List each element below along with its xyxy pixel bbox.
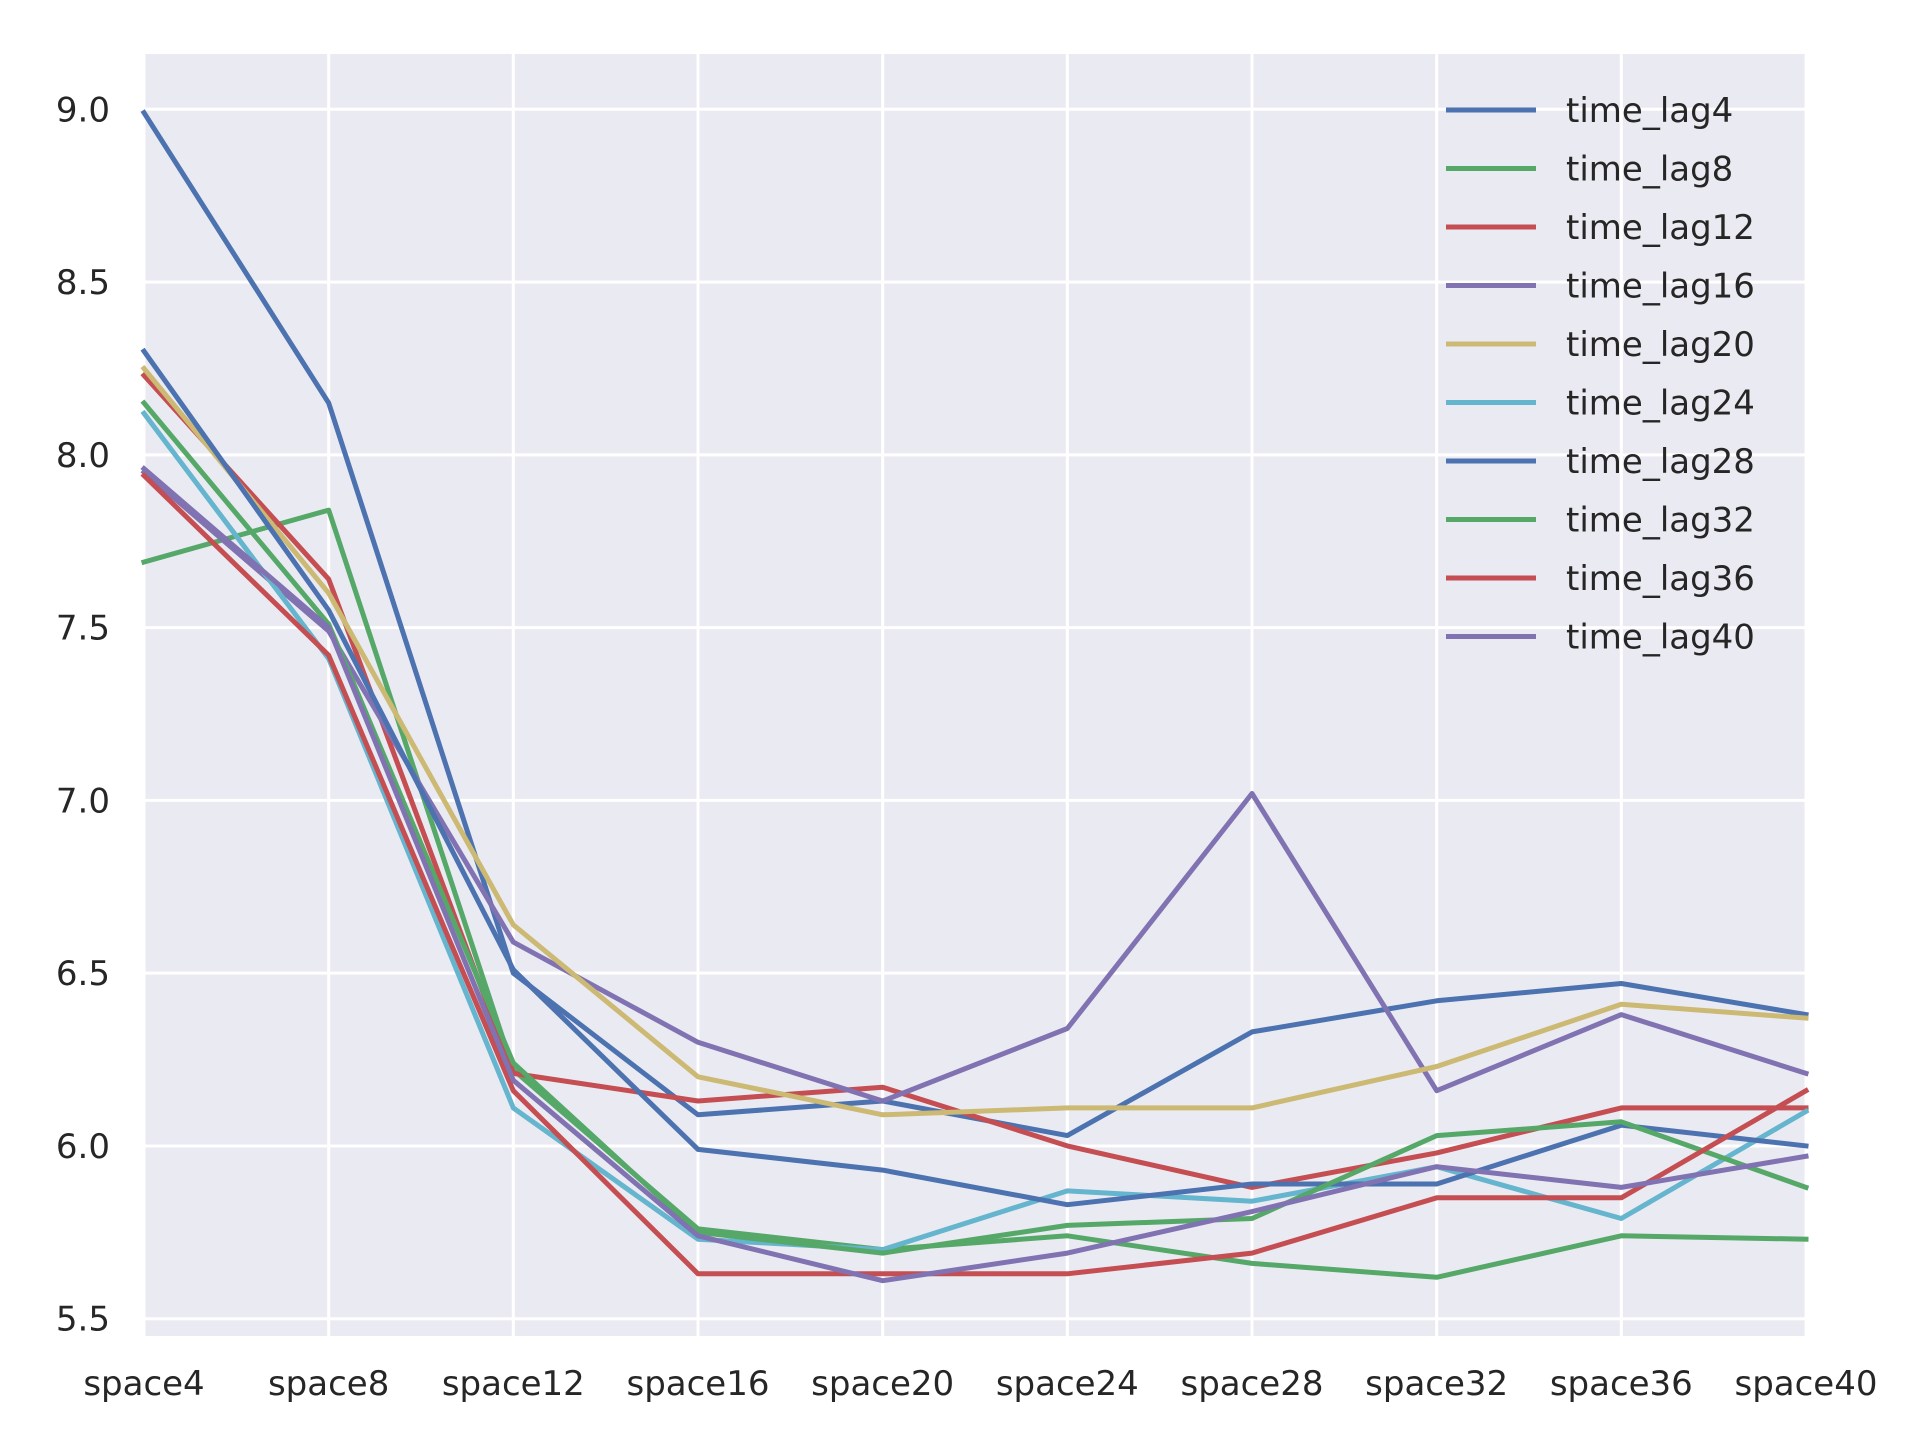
legend-label: time_lag24: [1566, 384, 1755, 424]
x-tick-label: space8: [268, 1364, 389, 1404]
series-line-time-lag40: [140, 465, 1809, 1284]
grid-lines: [142, 54, 1808, 1336]
y-axis-tick-labels: 5.5 6.0 6.5 7.0 7.5 8.0 8.5 9.0: [56, 90, 110, 1339]
x-tick-label: space16: [626, 1364, 769, 1404]
series-lines: [140, 109, 1810, 1284]
y-tick-label: 6.0: [56, 1127, 110, 1167]
y-tick-label: 8.5: [56, 263, 110, 303]
series-line-time-lag36: [140, 472, 1810, 1277]
x-tick-label: space24: [996, 1364, 1139, 1404]
legend-label: time_lag40: [1566, 618, 1755, 658]
legend-label: time_lag32: [1566, 501, 1755, 541]
x-tick-label: space36: [1550, 1364, 1693, 1404]
x-tick-label: space12: [442, 1364, 585, 1404]
x-tick-label: space40: [1734, 1364, 1877, 1404]
y-tick-label: 7.5: [56, 609, 110, 649]
y-tick-label: 5.5: [56, 1300, 110, 1340]
legend-label: time_lag4: [1566, 91, 1733, 131]
x-tick-label: space4: [83, 1364, 204, 1404]
y-tick-label: 9.0: [56, 90, 110, 130]
legend: time_lag4 time_lag8 time_lag12 time_lag16ti…: [1446, 91, 1755, 658]
legend-label: time_lag36: [1566, 559, 1755, 599]
y-tick-label: 8.0: [56, 436, 110, 476]
series-line-time-lag24: [140, 409, 1810, 1253]
legend-label: time_lag8: [1566, 150, 1733, 190]
x-tick-label: space28: [1180, 1364, 1323, 1404]
series-line-time-lag28: [140, 347, 1809, 1208]
legend-label: time_lag16: [1566, 267, 1755, 307]
x-tick-label: space32: [1365, 1364, 1508, 1404]
series-line-time-lag20: [140, 364, 1809, 1118]
legend-label: time_lag20: [1566, 325, 1755, 365]
y-tick-label: 7.0: [56, 781, 110, 821]
x-tick-label: space20: [811, 1364, 954, 1404]
series-line-time-lag32: [140, 399, 1810, 1256]
x-axis-tick-labels: space4 space8 space12 space16 space20 space24…: [83, 1364, 1877, 1404]
legend-label: time_lag28: [1566, 442, 1755, 482]
legend-label: time_lag12: [1566, 208, 1755, 248]
y-tick-label: 6.5: [56, 954, 110, 994]
